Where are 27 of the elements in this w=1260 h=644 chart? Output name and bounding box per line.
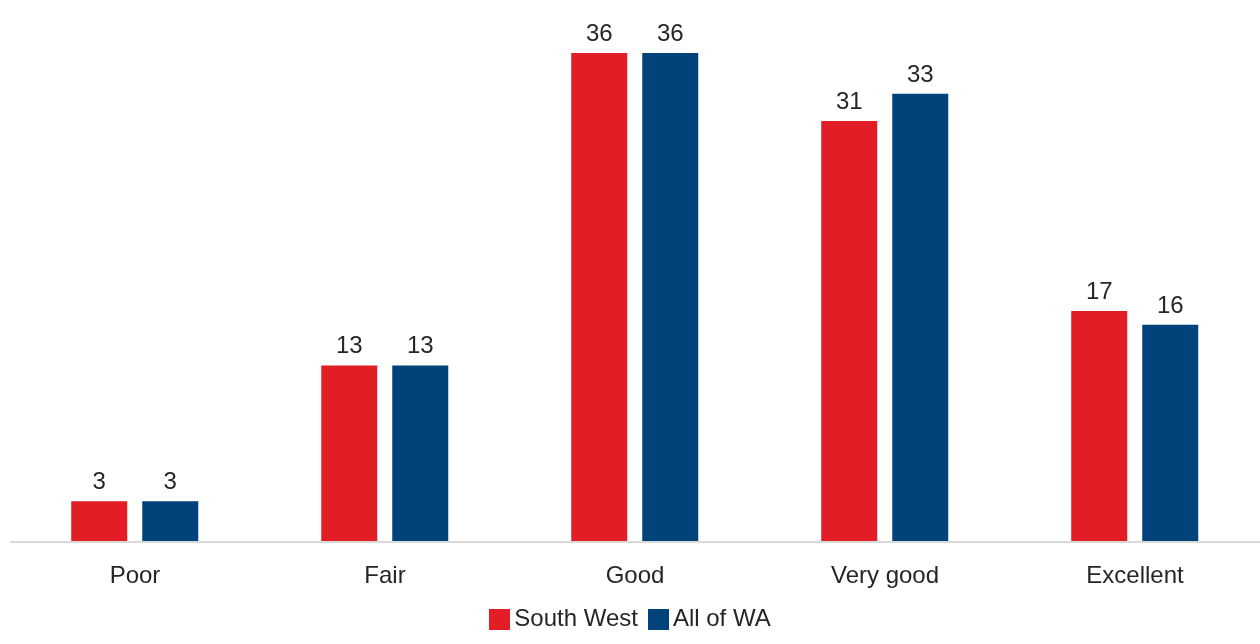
data-label: 36 [656,19,684,46]
legend-label: All of WA [672,604,771,631]
bar [71,501,128,542]
bar [892,93,949,542]
data-label: 13 [406,331,434,359]
bar [321,365,378,542]
data-label: 3 [92,467,106,495]
bar [1142,324,1199,542]
data-label: 33 [906,59,934,87]
data-label: 13 [335,331,363,359]
x-tick-label: Good [605,561,665,589]
legend-label: South West [514,604,638,631]
bar [142,501,199,542]
bar [392,365,449,542]
data-label: 3 [163,467,177,495]
x-tick-label: Very good [830,561,940,589]
data-label: 16 [1156,290,1184,318]
bar [821,120,878,542]
data-label: 17 [1085,277,1113,305]
bar [571,53,628,542]
data-label: 31 [835,86,863,114]
bar [642,53,699,542]
bar [1071,311,1128,542]
x-tick-label: Poor [109,561,161,589]
x-tick-label: Excellent [1086,561,1185,589]
data-label: 36 [585,19,613,46]
x-tick-label: Fair [364,561,406,589]
